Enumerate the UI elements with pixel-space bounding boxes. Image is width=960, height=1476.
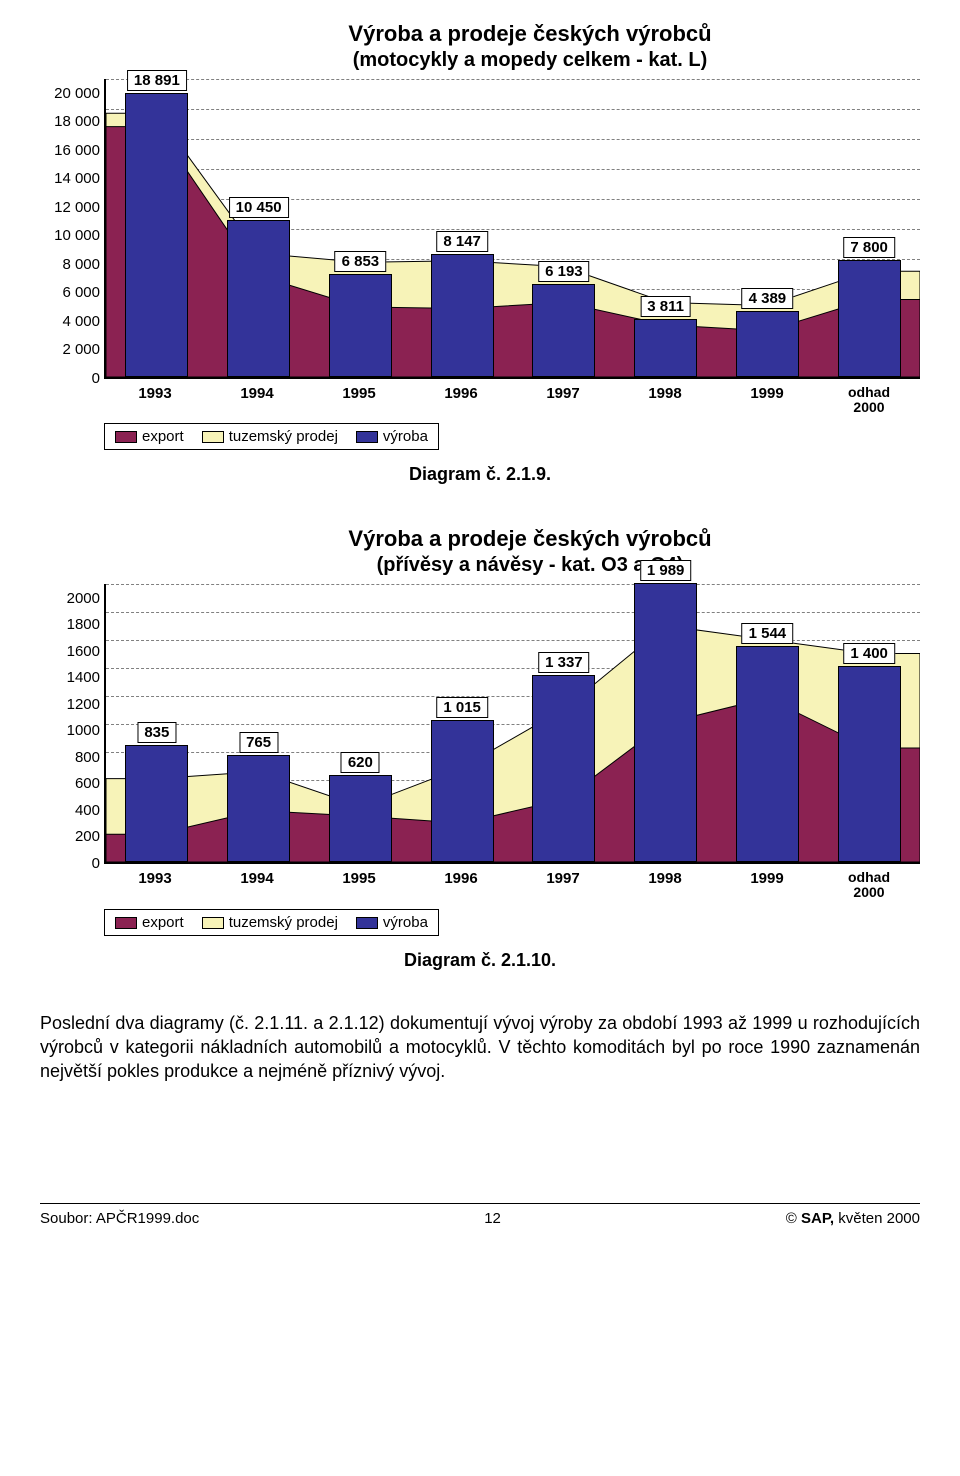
chart1-bars: 18 891 10 450 6 853 8 147 6 193 3 811 4 389 7 8… — [106, 79, 920, 377]
chart-1: Výroba a prodeje českých výrobců (motocy… — [40, 20, 920, 450]
chart1-legend: export tuzemský prodej výroba — [104, 423, 439, 450]
footer-right: © SAP, květen 2000 — [786, 1210, 920, 1227]
bar-label: 6 853 — [335, 251, 387, 272]
swatch-tuzemsky — [202, 917, 224, 929]
bar: 1 989 — [634, 583, 697, 861]
legend-export: export — [115, 428, 184, 445]
chart2-plot: 835 765 620 1 015 1 337 1 989 1 544 1 400 — [104, 584, 920, 864]
bar: 1 544 — [736, 646, 799, 862]
bar: 1 400 — [838, 666, 901, 862]
bar-label: 1 015 — [436, 697, 488, 718]
chart1-y-axis: 20 00018 00016 00014 00012 00010 0008 00… — [40, 79, 100, 379]
bar-label: 7 800 — [843, 237, 895, 258]
caption-1: Diagram č. 2.1.9. — [40, 464, 920, 485]
chart1-title-main: Výroba a prodeje českých výrobců — [140, 20, 920, 48]
bar-label: 8 147 — [436, 231, 488, 252]
bar-label: 4 389 — [742, 288, 794, 309]
bar: 3 811 — [634, 319, 697, 376]
chart2-title-sub: (přívěsy a návěsy - kat. O3 a O4) — [140, 553, 920, 578]
bar-label: 10 450 — [229, 197, 289, 218]
bar: 4 389 — [736, 311, 799, 377]
chart2-bars: 835 765 620 1 015 1 337 1 989 1 544 1 400 — [106, 584, 920, 862]
bar: 7 800 — [838, 260, 901, 377]
chart2-legend: export tuzemský prodej výroba — [104, 909, 439, 936]
bar: 1 337 — [532, 675, 595, 862]
swatch-vyroba — [356, 431, 378, 443]
bar: 620 — [329, 775, 392, 862]
chart1-title-sub: (motocykly a mopedy celkem - kat. L) — [140, 48, 920, 73]
legend-vyroba: výroba — [356, 428, 428, 445]
swatch-export — [115, 917, 137, 929]
bar-label: 1 400 — [843, 643, 895, 664]
chart1-x-axis: 1993199419951996199719981999odhad2000 — [104, 379, 920, 416]
legend-vyroba: výroba — [356, 914, 428, 931]
bar: 835 — [125, 745, 188, 862]
chart1-titles: Výroba a prodeje českých výrobců (motocy… — [140, 20, 920, 73]
bar: 6 193 — [532, 284, 595, 377]
bar-label: 835 — [137, 722, 176, 743]
legend-tuzemsky: tuzemský prodej — [202, 428, 338, 445]
page-footer: Soubor: APČR1999.doc 12 © SAP, květen 20… — [40, 1203, 920, 1227]
bar-label: 620 — [341, 752, 380, 773]
chart2-wrap: 2000180016001400120010008006004002000 83… — [40, 584, 920, 936]
bar-label: 3 811 — [640, 296, 691, 317]
footer-left: Soubor: APČR1999.doc — [40, 1210, 199, 1227]
bar: 1 015 — [431, 720, 494, 862]
footer-page: 12 — [484, 1210, 501, 1227]
swatch-tuzemsky — [202, 431, 224, 443]
bar-label: 18 891 — [127, 70, 187, 91]
bar: 765 — [227, 755, 290, 862]
legend-export: export — [115, 914, 184, 931]
swatch-vyroba — [356, 917, 378, 929]
chart-2: Výroba a prodeje českých výrobců (přívěs… — [40, 525, 920, 935]
chart2-titles: Výroba a prodeje českých výrobců (přívěs… — [140, 525, 920, 578]
caption-2: Diagram č. 2.1.10. — [40, 950, 920, 971]
chart2-y-axis: 2000180016001400120010008006004002000 — [40, 584, 100, 864]
bar-label: 1 337 — [538, 652, 590, 673]
bar-label: 1 544 — [742, 623, 794, 644]
bar: 6 853 — [329, 274, 392, 377]
bar: 10 450 — [227, 220, 290, 377]
legend-tuzemsky: tuzemský prodej — [202, 914, 338, 931]
bar-label: 1 989 — [640, 560, 692, 581]
chart1-wrap: 20 00018 00016 00014 00012 00010 0008 00… — [40, 79, 920, 451]
bar-label: 765 — [239, 732, 278, 753]
bar-label: 6 193 — [538, 261, 590, 282]
chart2-x-axis: 1993199419951996199719981999odhad2000 — [104, 864, 920, 901]
swatch-export — [115, 431, 137, 443]
chart1-plot: 18 891 10 450 6 853 8 147 6 193 3 811 4 389 7 8… — [104, 79, 920, 379]
bar: 18 891 — [125, 93, 188, 376]
chart2-title-main: Výroba a prodeje českých výrobců — [140, 525, 920, 553]
body-paragraph: Poslední dva diagramy (č. 2.1.11. a 2.1.… — [40, 1011, 920, 1084]
bar: 8 147 — [431, 254, 494, 376]
